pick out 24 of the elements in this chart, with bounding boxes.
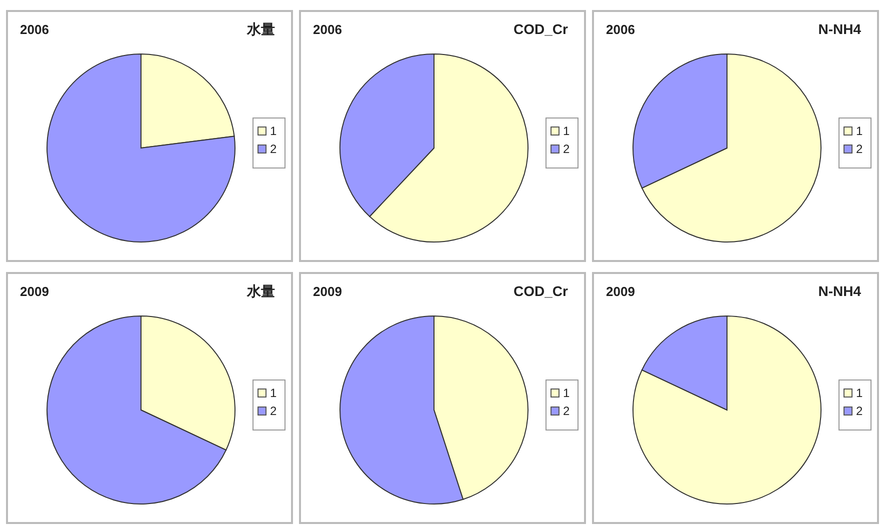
chart-subtitle: 水量	[246, 21, 275, 37]
legend-label: 2	[563, 142, 570, 156]
legend-label: 1	[270, 386, 277, 400]
legend-label: 2	[270, 142, 277, 156]
legend-label: 2	[856, 404, 863, 418]
chart-subtitle: COD_Cr	[514, 283, 569, 299]
chart-title: 2006	[606, 22, 635, 37]
chart-title: 2006	[20, 22, 49, 37]
legend-label: 1	[856, 124, 863, 138]
legend-label: 2	[270, 404, 277, 418]
legend-label: 1	[563, 124, 570, 138]
legend-label: 1	[270, 124, 277, 138]
legend-label: 1	[856, 386, 863, 400]
chart-subtitle: N-NH4	[818, 21, 862, 37]
chart-subtitle: COD_Cr	[514, 21, 569, 37]
legend-label: 2	[856, 142, 863, 156]
legend-label: 2	[563, 404, 570, 418]
chart-subtitle: N-NH4	[818, 283, 862, 299]
chart-title: 2009	[606, 284, 635, 299]
chart-title: 2009	[20, 284, 49, 299]
chart-subtitle: 水量	[246, 283, 275, 299]
legend-label: 1	[563, 386, 570, 400]
chart-title: 2006	[313, 22, 342, 37]
chart-title: 2009	[313, 284, 342, 299]
